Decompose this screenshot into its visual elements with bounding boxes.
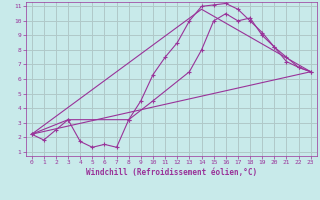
X-axis label: Windchill (Refroidissement éolien,°C): Windchill (Refroidissement éolien,°C) <box>86 168 257 177</box>
